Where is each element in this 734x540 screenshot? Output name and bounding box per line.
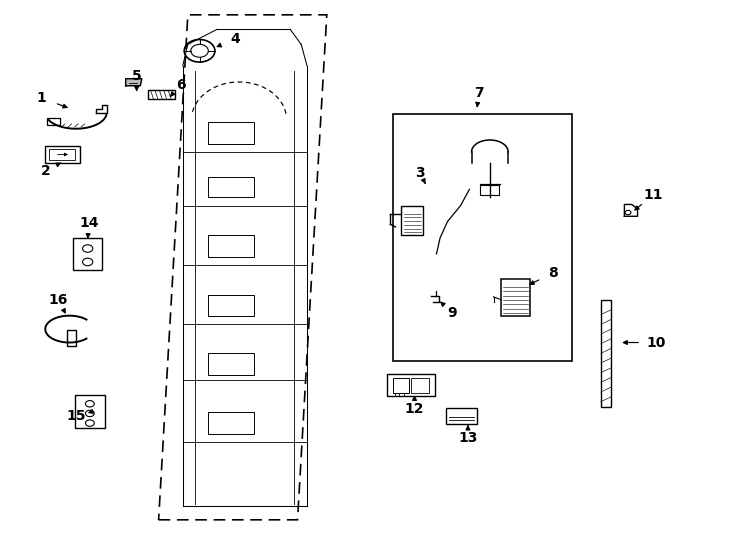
Text: 16: 16 xyxy=(48,293,68,307)
Bar xyxy=(388,374,435,396)
Bar xyxy=(601,300,611,407)
Bar xyxy=(208,235,254,256)
Bar xyxy=(75,395,105,428)
Bar xyxy=(49,148,75,160)
Bar xyxy=(47,118,60,125)
Bar xyxy=(208,177,254,198)
Text: 2: 2 xyxy=(40,164,50,178)
Text: 10: 10 xyxy=(646,335,666,349)
Bar xyxy=(46,146,80,163)
Text: 13: 13 xyxy=(458,430,478,444)
Text: 8: 8 xyxy=(548,266,559,280)
Polygon shape xyxy=(126,79,142,86)
Bar xyxy=(208,353,254,375)
Text: 1: 1 xyxy=(37,91,46,105)
Text: 11: 11 xyxy=(644,188,664,202)
Text: 6: 6 xyxy=(175,78,186,92)
Bar xyxy=(393,378,409,393)
Text: 5: 5 xyxy=(132,69,142,83)
Text: 7: 7 xyxy=(474,86,484,100)
Bar xyxy=(446,408,476,424)
Bar xyxy=(148,90,175,99)
Text: 14: 14 xyxy=(79,215,99,230)
Bar xyxy=(68,330,76,346)
Text: 4: 4 xyxy=(230,32,240,46)
Bar xyxy=(208,122,254,144)
Bar xyxy=(208,413,254,434)
Bar xyxy=(401,206,424,235)
Bar xyxy=(208,295,254,316)
Bar xyxy=(393,114,572,361)
Bar xyxy=(480,185,498,195)
Bar xyxy=(73,238,102,270)
Text: 15: 15 xyxy=(66,409,86,423)
Bar xyxy=(411,378,429,393)
Text: 9: 9 xyxy=(448,306,457,320)
Text: 3: 3 xyxy=(415,166,425,180)
Bar xyxy=(501,279,530,316)
Text: 12: 12 xyxy=(404,402,424,416)
